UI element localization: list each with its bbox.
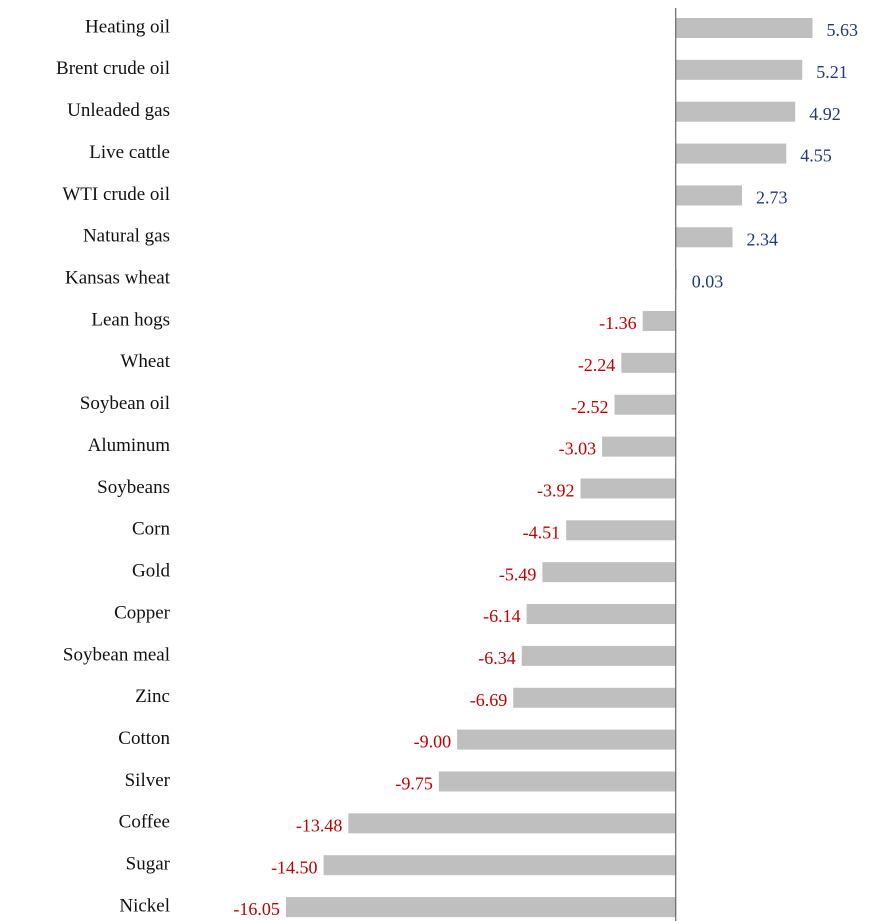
value-label: -9.00: [414, 732, 452, 752]
bar: [675, 18, 813, 38]
category-label: Copper: [114, 602, 171, 623]
bar: [580, 478, 676, 499]
value-label: -2.52: [571, 397, 609, 417]
bar: [614, 394, 676, 415]
bar: [675, 227, 733, 248]
category-label: Kansas wheat: [65, 268, 171, 289]
category-label: Sugar: [126, 854, 171, 875]
bar: [457, 729, 676, 750]
bar: [348, 813, 676, 834]
bar: [542, 562, 676, 583]
value-label: -6.14: [483, 606, 521, 626]
category-label: Soybeans: [97, 477, 170, 498]
bar: [521, 645, 676, 666]
bar: [621, 352, 676, 373]
value-label: -9.75: [395, 774, 433, 794]
category-label: WTI crude oil: [62, 184, 170, 205]
category-label: Heating oil: [85, 16, 170, 37]
bar: [526, 604, 676, 625]
value-label: 2.73: [756, 188, 788, 208]
value-label: -16.05: [233, 899, 280, 919]
value-label: -4.51: [523, 522, 561, 542]
category-label: Zinc: [135, 686, 170, 707]
bar: [566, 520, 676, 541]
category-label: Wheat: [120, 351, 170, 372]
bar: [323, 855, 676, 876]
category-label: Nickel: [119, 895, 170, 916]
bar: [675, 143, 787, 164]
bar: [513, 687, 676, 708]
bar: [675, 185, 743, 206]
category-label: Lean hogs: [91, 309, 170, 330]
value-label: -2.24: [578, 355, 616, 375]
bar: [675, 59, 803, 80]
value-label: -6.34: [478, 648, 516, 668]
value-label: -5.49: [499, 564, 537, 584]
bar: [438, 771, 676, 792]
category-label: Cotton: [118, 728, 170, 749]
value-label: -1.36: [599, 313, 637, 333]
category-label: Silver: [125, 770, 171, 791]
category-label: Live cattle: [89, 142, 170, 163]
value-label: 4.55: [800, 146, 832, 166]
value-label: 4.92: [809, 104, 841, 124]
bar: [675, 101, 796, 122]
value-label: 5.21: [816, 62, 848, 82]
category-label: Brent crude oil: [56, 58, 170, 79]
value-label: 0.03: [692, 271, 724, 291]
category-label: Natural gas: [83, 226, 170, 247]
value-label: -14.50: [271, 857, 318, 877]
category-label: Soybean oil: [80, 393, 170, 414]
category-label: Coffee: [119, 812, 170, 833]
category-label: Aluminum: [88, 435, 171, 456]
value-label: 5.63: [826, 20, 858, 40]
bar: [285, 897, 676, 918]
category-label: Soybean meal: [63, 644, 170, 665]
bar: [602, 436, 676, 457]
category-label: Corn: [132, 519, 171, 540]
value-label: 2.34: [747, 229, 779, 249]
value-label: -3.92: [537, 481, 575, 501]
category-label: Unleaded gas: [67, 100, 170, 121]
value-label: -13.48: [296, 815, 343, 835]
bar: [642, 311, 676, 332]
value-label: -3.03: [559, 439, 597, 459]
value-label: -6.69: [470, 690, 508, 710]
category-label: Gold: [132, 561, 171, 582]
